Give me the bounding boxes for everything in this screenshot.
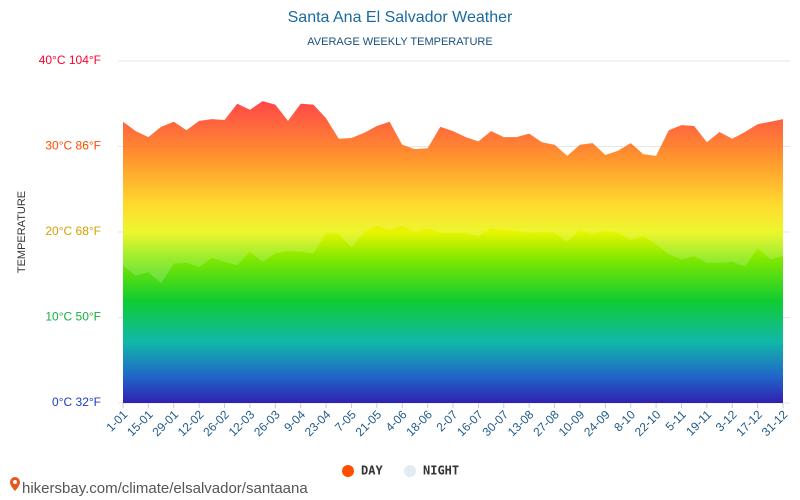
x-tick-label: 12-03 [226, 407, 258, 439]
chart-subtitle: AVERAGE WEEKLY TEMPERATURE [307, 36, 492, 48]
x-tick-label: 15-01 [124, 407, 156, 439]
legend-label: DAY [361, 464, 383, 478]
y-tick-label: 10°C 50°F [45, 310, 101, 324]
area-night [123, 226, 783, 403]
legend-label: NIGHT [423, 464, 459, 478]
x-tick-label: 23-04 [302, 407, 334, 439]
y-tick-label: 20°C 68°F [45, 224, 101, 238]
x-tick-label: 27-08 [530, 407, 562, 439]
source-text: hikersbay.com/climate/elsalvador/santaan… [22, 480, 308, 497]
x-tick-label: 24-09 [581, 407, 613, 439]
x-tick-label: 22-10 [632, 407, 664, 439]
x-tick-label: 18-06 [403, 407, 435, 439]
x-tick-label: 16-07 [454, 407, 486, 439]
x-tick-label: 26-03 [251, 407, 283, 439]
source: hikersbay.com/climate/elsalvador/santaan… [10, 477, 308, 497]
legend-swatch [342, 465, 354, 477]
x-tick-label: 30-07 [480, 407, 512, 439]
x-tick-label: 21-05 [353, 407, 385, 439]
pin-dot [13, 480, 17, 484]
x-tick-label: 13-08 [505, 407, 537, 439]
x-tick-label: 17-12 [733, 407, 765, 439]
chart-title: Santa Ana El Salvador Weather [288, 9, 513, 26]
legend: DAY NIGHT [342, 464, 459, 478]
x-tick-label: 26-02 [200, 407, 232, 439]
y-tick-label: 40°C 104°F [39, 53, 101, 67]
x-tick-label: 19-11 [683, 407, 714, 438]
y-tick-label: 30°C 86°F [45, 139, 101, 153]
legend-swatch [404, 465, 416, 477]
x-tick-label: 12-02 [175, 407, 207, 439]
x-tick-label: 29-01 [150, 407, 182, 439]
x-tick-label: 31-12 [759, 407, 791, 439]
y-axis-label: TEMPERATURE [16, 191, 28, 273]
x-tick-label: 10-09 [556, 407, 588, 439]
y-tick-label: 0°C 32°F [52, 395, 101, 409]
